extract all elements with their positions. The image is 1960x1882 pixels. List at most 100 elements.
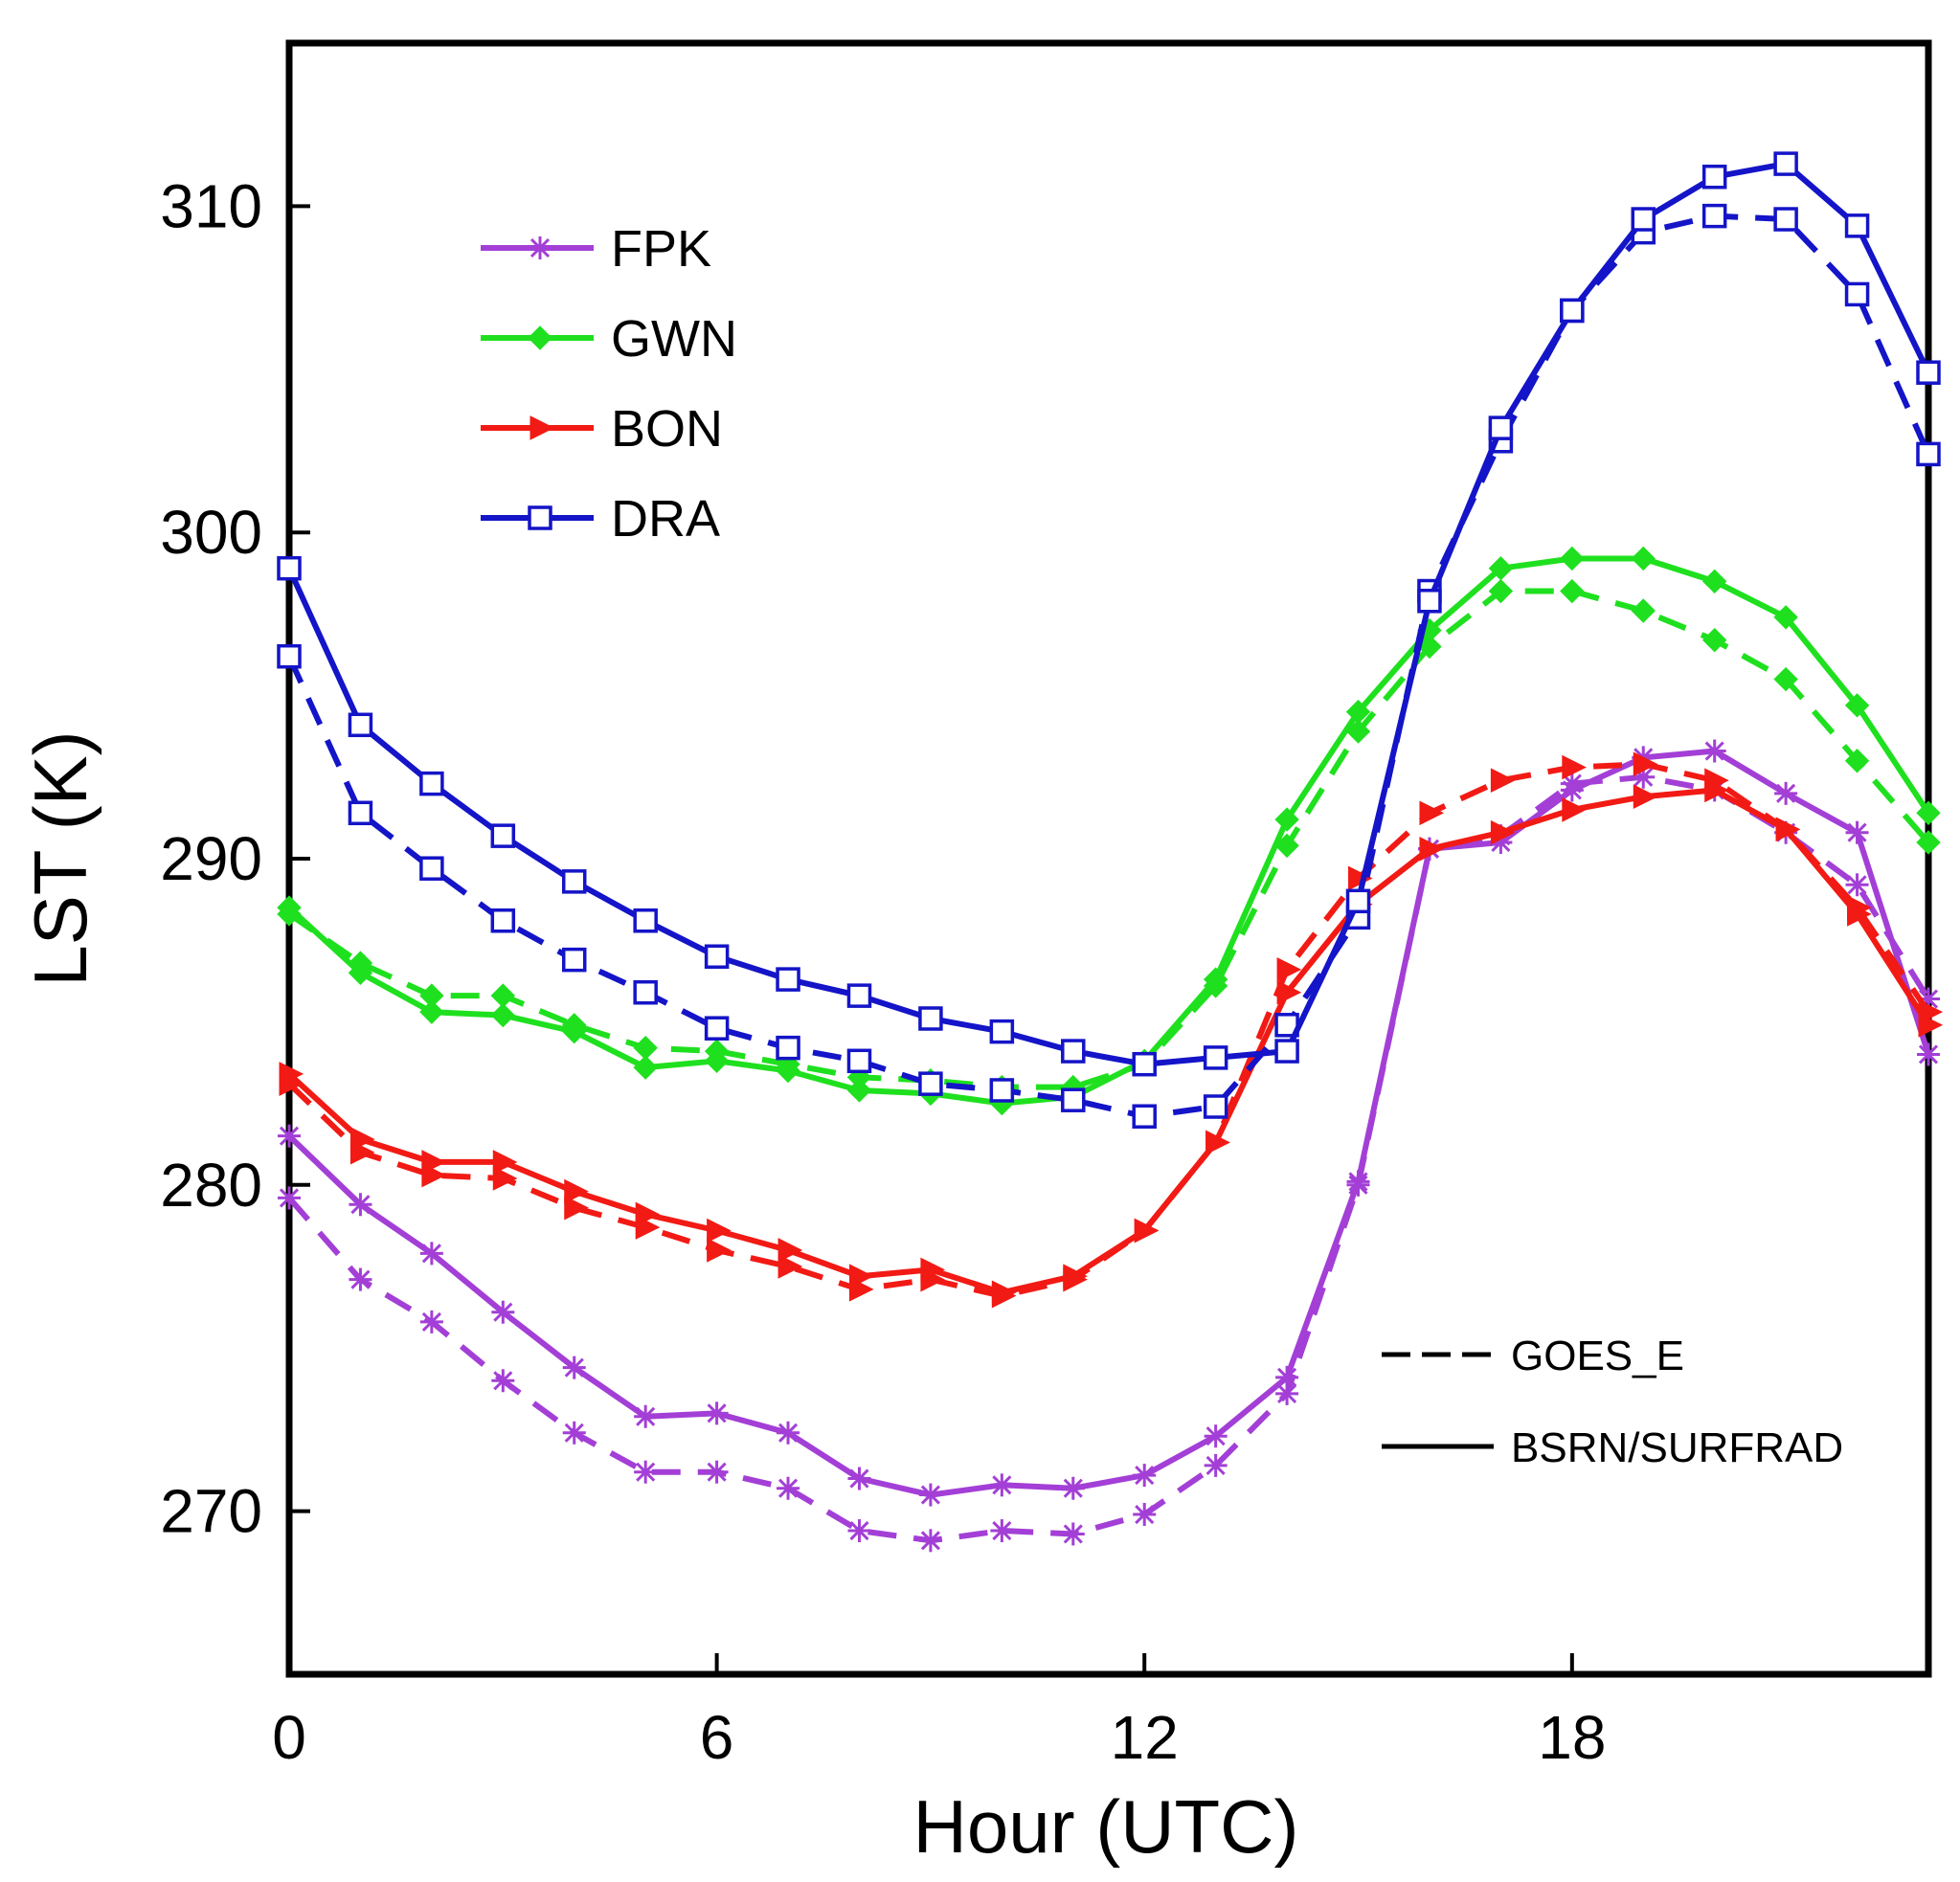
axis-ticks: 0 6 12 18 270 280 290 300 310 — [160, 171, 1606, 1772]
dra-dashed-point — [1844, 281, 1870, 307]
fpk-dashed-line — [286, 773, 1931, 1544]
bon-solid-point — [707, 1218, 732, 1243]
gwn-solid-point — [419, 999, 444, 1024]
fpk-dashed-point — [349, 1267, 372, 1291]
y-tick-label: 270 — [160, 1477, 262, 1546]
legend-marker-bon — [529, 415, 555, 440]
gwn-dashed-point — [1631, 598, 1656, 623]
dra-solid-point — [1417, 589, 1442, 614]
fpk-solid-point — [562, 1355, 586, 1379]
gwn-solid-point — [562, 1019, 587, 1044]
legend-label-gwn: GWN — [611, 310, 737, 368]
fpk-dashed-point — [777, 1476, 800, 1500]
dra-solid-point — [1488, 415, 1514, 440]
legend-marker-dra — [528, 505, 552, 530]
fpk-dashed-point — [918, 1529, 942, 1553]
fpk-dashed-point — [847, 1519, 871, 1543]
bon-solid-point — [1063, 1264, 1088, 1289]
dra-solid-point — [1773, 151, 1798, 176]
dra-dashed-point — [1061, 1087, 1086, 1112]
fpk-solid-point — [847, 1467, 871, 1490]
fpk-solid-point — [1845, 820, 1869, 844]
x-axis-title: Hour (UTC) — [913, 1784, 1299, 1869]
bon-solid-point — [635, 1201, 661, 1227]
gwn-solid-point — [1773, 605, 1798, 630]
fpk-solid-point — [1061, 1476, 1085, 1500]
fpk-solid-point — [918, 1483, 942, 1507]
dra-dashed-point — [989, 1078, 1015, 1103]
dra-solid-line — [286, 161, 1931, 1067]
fpk-solid-point — [777, 1421, 800, 1445]
bon-solid-point — [1562, 797, 1587, 822]
line-style-legend: GOES_E BSRN/SURFRAD — [1382, 1333, 1843, 1471]
legend-item-dra: DRA — [481, 490, 720, 548]
bon-dashed-point — [1490, 768, 1516, 794]
fpk-solid-point — [634, 1404, 658, 1428]
bon-solid-point — [1419, 836, 1445, 862]
station-legend: FPK GWN BON DRA — [481, 220, 737, 548]
bon-solid-point — [1704, 777, 1729, 803]
dra-solid-point — [1701, 164, 1727, 190]
gwn-solid-point — [846, 1078, 872, 1103]
fpk-solid-point — [1275, 1365, 1299, 1389]
bon-solid-point — [777, 1238, 803, 1263]
dra-solid-point — [846, 983, 872, 1008]
dra-solid-point — [561, 869, 587, 894]
dra-solid-point — [704, 944, 730, 969]
bon-dashed-line — [286, 761, 1931, 1299]
fpk-solid-line — [286, 748, 1931, 1498]
gwn-solid-point — [633, 1055, 658, 1080]
fpk-dashed-point — [1133, 1503, 1157, 1527]
fpk-solid-point — [1346, 1170, 1370, 1194]
legend-label-bon: BON — [611, 400, 723, 458]
gwn-dashed-point — [1701, 627, 1727, 653]
dra-dashed-point — [1203, 1094, 1228, 1119]
dra-dashed-point — [277, 643, 302, 669]
dra-dashed-point — [561, 947, 587, 973]
legend-label-fpk: FPK — [611, 220, 711, 278]
dra-solid-point — [1274, 1039, 1299, 1064]
dra-solid-point — [1560, 298, 1585, 324]
dra-solid-point — [776, 967, 800, 992]
dra-solid-point — [1916, 360, 1941, 385]
dra-dashed-point — [348, 800, 373, 826]
dra-dashed-point — [633, 979, 658, 1005]
gwn-solid-point — [1203, 967, 1228, 992]
bon-solid-point — [1918, 1012, 1944, 1038]
dra-dashed-point — [776, 1035, 800, 1061]
bon-solid-point — [1847, 902, 1872, 927]
bon-solid-point — [920, 1257, 946, 1283]
fpk-dashed-point — [1845, 873, 1869, 897]
gwn-dashed-point — [1773, 666, 1798, 692]
fpk-dashed-point — [705, 1460, 729, 1484]
gwn-solid-point — [776, 1058, 800, 1084]
bon-solid-point — [1775, 817, 1801, 842]
bon-solid-point — [492, 1150, 518, 1175]
bon-solid-point — [1276, 979, 1302, 1005]
fpk-solid-point — [349, 1193, 372, 1217]
legend-style-solid: BSRN/SURFRAD — [1382, 1424, 1843, 1471]
bon-dashed-point — [1633, 751, 1658, 776]
fpk-solid-point — [1917, 1042, 1940, 1066]
dra-dashed-point — [846, 1048, 872, 1074]
dra-dashed-point — [419, 856, 444, 881]
bon-solid-point — [1134, 1218, 1160, 1243]
dra-dashed-point — [1132, 1104, 1157, 1129]
gwn-dashed-point — [1844, 749, 1870, 773]
x-tick-label: 0 — [272, 1703, 306, 1772]
legend-marker-fpk — [529, 236, 552, 259]
x-tick-label: 6 — [700, 1703, 734, 1772]
gwn-solid-point — [348, 960, 373, 985]
fpk-dashed-point — [990, 1519, 1014, 1543]
fpk-solid-point — [491, 1300, 515, 1324]
fpk-dashed-point — [634, 1460, 658, 1484]
fpk-dashed-point — [419, 1310, 443, 1333]
gwn-solid-point — [277, 895, 302, 920]
dra-dashed-line — [286, 213, 1931, 1120]
y-tick-label: 310 — [160, 171, 262, 240]
fpk-solid-point — [705, 1401, 729, 1425]
bon-solid-point — [1490, 819, 1516, 845]
fpk-solid-point — [990, 1473, 1014, 1497]
gwn-solid-point — [1844, 693, 1870, 718]
